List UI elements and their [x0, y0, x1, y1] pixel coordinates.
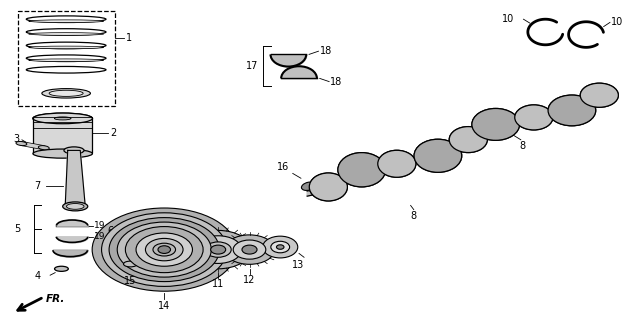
Polygon shape	[65, 150, 85, 206]
Ellipse shape	[515, 105, 553, 130]
Ellipse shape	[55, 266, 68, 271]
Ellipse shape	[92, 208, 236, 291]
Ellipse shape	[38, 146, 50, 150]
Text: 16: 16	[277, 162, 290, 172]
Text: 4: 4	[34, 271, 41, 282]
Text: 17: 17	[246, 61, 258, 71]
Ellipse shape	[64, 147, 84, 154]
Text: 19: 19	[94, 221, 105, 230]
Text: 11: 11	[212, 279, 224, 289]
Ellipse shape	[42, 89, 90, 98]
Ellipse shape	[524, 110, 544, 124]
Ellipse shape	[195, 236, 241, 263]
Ellipse shape	[211, 245, 226, 254]
Ellipse shape	[424, 147, 451, 165]
Ellipse shape	[263, 236, 298, 258]
Ellipse shape	[349, 160, 375, 179]
Text: 10: 10	[611, 17, 623, 27]
Ellipse shape	[338, 153, 386, 187]
Ellipse shape	[186, 230, 251, 269]
Ellipse shape	[242, 245, 257, 254]
Ellipse shape	[580, 83, 618, 107]
Text: 18: 18	[320, 46, 332, 56]
Ellipse shape	[233, 240, 266, 259]
Text: 7: 7	[34, 180, 41, 191]
Ellipse shape	[472, 108, 520, 140]
Text: 12: 12	[243, 275, 256, 285]
Polygon shape	[127, 264, 134, 271]
Ellipse shape	[386, 156, 408, 171]
Ellipse shape	[548, 95, 596, 126]
Text: 2: 2	[110, 128, 116, 138]
Text: 8: 8	[519, 141, 525, 151]
Ellipse shape	[309, 173, 347, 201]
Ellipse shape	[309, 173, 347, 201]
Bar	[18, 11, 115, 106]
Ellipse shape	[136, 233, 192, 266]
Ellipse shape	[224, 235, 275, 264]
Text: 6: 6	[108, 226, 114, 236]
Ellipse shape	[318, 179, 339, 195]
Ellipse shape	[102, 213, 227, 286]
Ellipse shape	[66, 204, 84, 209]
Ellipse shape	[33, 113, 92, 124]
Ellipse shape	[205, 242, 231, 257]
Ellipse shape	[33, 149, 92, 158]
Ellipse shape	[458, 132, 479, 147]
Ellipse shape	[55, 117, 71, 120]
Ellipse shape	[158, 246, 171, 253]
Ellipse shape	[16, 141, 27, 146]
Ellipse shape	[63, 202, 88, 211]
Text: 13: 13	[292, 260, 304, 270]
Text: 15: 15	[124, 276, 137, 286]
Ellipse shape	[449, 127, 487, 153]
Ellipse shape	[580, 83, 618, 107]
Text: 14: 14	[158, 301, 171, 311]
Ellipse shape	[414, 139, 461, 172]
Text: 3: 3	[14, 134, 20, 144]
Ellipse shape	[29, 33, 103, 35]
Ellipse shape	[483, 116, 509, 133]
Ellipse shape	[29, 59, 103, 61]
Ellipse shape	[338, 153, 386, 187]
Text: 19: 19	[94, 232, 105, 241]
Text: 18: 18	[330, 76, 342, 87]
Ellipse shape	[559, 102, 585, 119]
Ellipse shape	[109, 218, 219, 282]
Ellipse shape	[515, 105, 553, 130]
Ellipse shape	[378, 150, 416, 177]
Ellipse shape	[125, 227, 203, 273]
Ellipse shape	[302, 182, 315, 190]
Ellipse shape	[449, 127, 487, 153]
Ellipse shape	[117, 222, 211, 277]
Ellipse shape	[153, 243, 176, 256]
Ellipse shape	[29, 46, 103, 49]
Ellipse shape	[589, 89, 610, 102]
Ellipse shape	[145, 238, 183, 261]
Ellipse shape	[548, 95, 596, 126]
Ellipse shape	[277, 245, 284, 249]
Text: 1: 1	[126, 33, 132, 43]
Ellipse shape	[29, 20, 103, 22]
Ellipse shape	[271, 241, 290, 253]
Polygon shape	[307, 187, 326, 196]
Bar	[33, 118, 92, 154]
Text: 5: 5	[14, 224, 20, 234]
Ellipse shape	[414, 139, 461, 172]
Ellipse shape	[378, 150, 416, 177]
Ellipse shape	[55, 117, 71, 120]
Text: FR.: FR.	[46, 293, 65, 304]
Text: 8: 8	[411, 211, 417, 221]
Ellipse shape	[49, 90, 83, 96]
Ellipse shape	[33, 113, 92, 124]
Ellipse shape	[472, 108, 520, 140]
Ellipse shape	[124, 261, 137, 267]
Text: 10: 10	[502, 13, 514, 24]
